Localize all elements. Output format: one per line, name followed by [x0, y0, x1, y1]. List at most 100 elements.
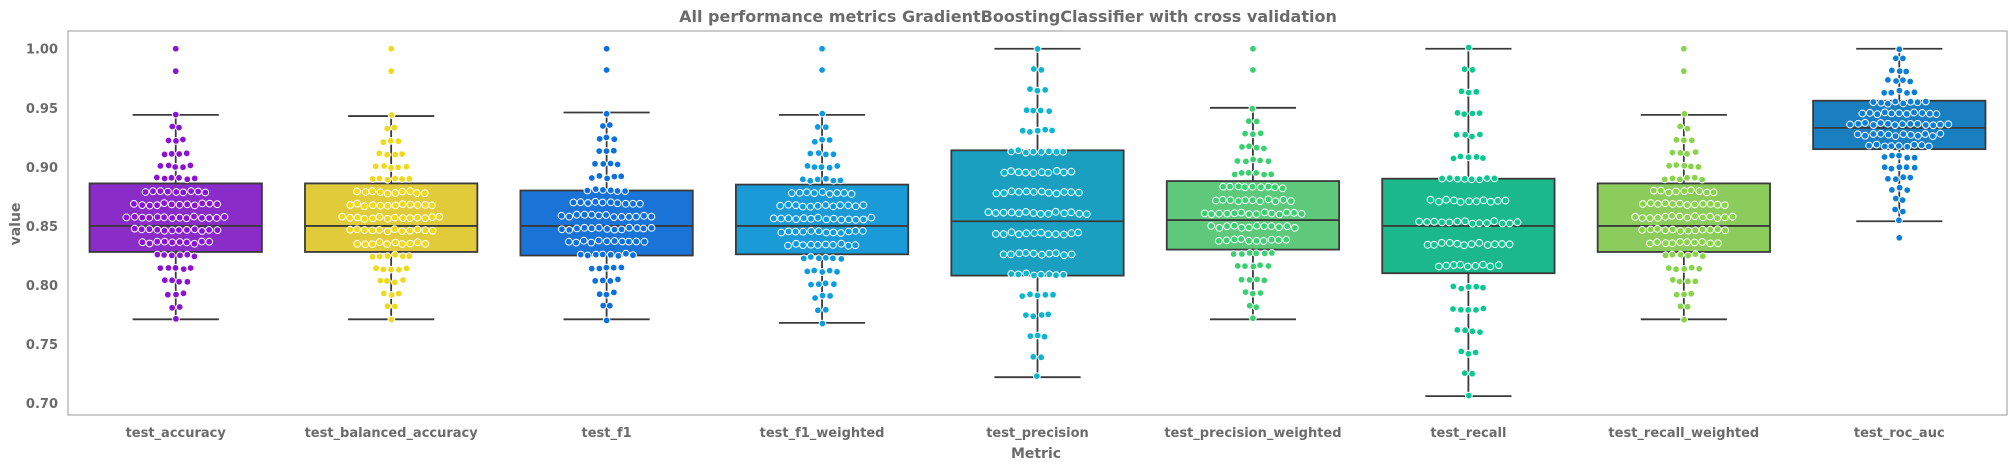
- swarm-point: [1260, 208, 1269, 217]
- swarm-point: [1060, 188, 1069, 196]
- swarm-point: [1691, 250, 1700, 259]
- swarm-point: [383, 227, 392, 236]
- swarm-point: [1248, 289, 1257, 298]
- swarm-point: [851, 202, 860, 211]
- swarm-point: [186, 264, 195, 272]
- swarm-point: [413, 213, 422, 222]
- box-group-test_precision: [950, 45, 1125, 381]
- y-tick-label: 0.95: [26, 102, 58, 117]
- swarm-point: [1464, 283, 1473, 291]
- swarm-point: [1913, 120, 1922, 128]
- swarm-point: [829, 241, 837, 249]
- swarm-point: [1461, 217, 1469, 226]
- swarm-point: [175, 238, 184, 246]
- outlier-point: [171, 44, 180, 53]
- swarm-point: [580, 223, 589, 232]
- swarm-point: [999, 250, 1008, 259]
- swarm-point: [1245, 210, 1253, 219]
- swarm-point: [1683, 124, 1692, 133]
- swarm-point: [1661, 199, 1670, 208]
- swarm-point: [1898, 196, 1907, 205]
- swarm-point: [1026, 332, 1035, 341]
- swarm-point: [818, 188, 827, 196]
- swarm-point: [815, 254, 823, 263]
- swarm-point: [1252, 143, 1261, 152]
- swarm-point: [1468, 65, 1477, 74]
- swarm-point: [606, 250, 615, 259]
- swarm-point: [1238, 250, 1246, 258]
- swarm-point: [1423, 240, 1432, 249]
- swarm-point: [814, 227, 823, 236]
- swarm-point: [368, 201, 377, 210]
- swarm-point: [182, 238, 191, 247]
- swarm-point: [1846, 120, 1854, 129]
- swarm-point: [383, 150, 392, 159]
- swarm-point: [190, 239, 199, 248]
- swarm-point: [1457, 305, 1465, 314]
- swarm-point: [1415, 217, 1423, 226]
- swarm-point: [1445, 218, 1454, 227]
- swarm-point: [591, 197, 600, 206]
- swarm-point: [1022, 229, 1031, 238]
- swarm-point: [1468, 369, 1477, 378]
- swarm-point: [1449, 261, 1458, 269]
- swarm-point: [1033, 86, 1042, 95]
- swarm-point: [813, 241, 822, 249]
- swarm-point: [1899, 76, 1907, 84]
- swarm-point: [859, 215, 868, 224]
- swarm-point: [1887, 109, 1896, 118]
- swarm-point: [1242, 157, 1250, 166]
- plot-area: [88, 43, 1987, 400]
- swarm-point: [1249, 155, 1257, 164]
- swarm-point: [399, 214, 407, 223]
- y-tick-label: 0.80: [26, 279, 58, 294]
- swarm-point: [1683, 302, 1692, 311]
- swarm-point: [1223, 209, 1231, 218]
- swarm-point: [390, 225, 399, 234]
- swarm-point: [1234, 182, 1243, 191]
- swarm-point: [1668, 200, 1677, 208]
- swarm-point: [1728, 212, 1737, 221]
- swarm-point: [1445, 239, 1454, 247]
- swarm-point: [636, 199, 644, 208]
- swarm-point: [406, 200, 415, 209]
- outlier-point: [602, 44, 611, 53]
- swarm-point: [840, 189, 848, 197]
- swarm-point: [391, 189, 400, 197]
- swarm-point: [613, 160, 622, 169]
- swarm-point: [1664, 188, 1673, 197]
- box: [734, 183, 910, 256]
- swarm-point: [1461, 326, 1469, 335]
- swarm-point: [1464, 349, 1473, 358]
- swarm-point: [806, 176, 815, 185]
- swarm-point: [557, 211, 566, 220]
- swarm-point: [1899, 54, 1907, 63]
- swarm-point: [792, 239, 800, 248]
- swarm-point: [1442, 195, 1451, 204]
- swarm-point: [1887, 142, 1896, 151]
- y-tick-label: 0.85: [26, 220, 58, 235]
- swarm-point: [168, 276, 177, 285]
- box-group-test_precision_weighted: [1165, 44, 1341, 323]
- swarm-point: [807, 214, 815, 223]
- x-axis: test_accuracy test_balanced_accuracy test_…: [126, 426, 1945, 441]
- swarm-point: [1252, 210, 1261, 219]
- box-group-test_balanced_accuracy: [304, 44, 479, 324]
- swarm-point: [1498, 240, 1506, 248]
- swarm-point: [383, 240, 392, 249]
- swarm-point: [1044, 230, 1053, 239]
- swarm-point: [1059, 270, 1068, 279]
- swarm-point: [346, 225, 355, 234]
- swarm-point: [580, 210, 589, 219]
- swarm-point: [1675, 277, 1684, 286]
- swarm-point: [1249, 130, 1257, 139]
- swarm-point: [1895, 183, 1904, 192]
- swarm-point: [1490, 174, 1499, 183]
- swarm-point: [1676, 250, 1685, 259]
- swarm-point: [168, 226, 177, 235]
- swarm-point: [1929, 121, 1938, 130]
- swarm-point: [420, 189, 429, 198]
- swarm-point: [1037, 250, 1046, 259]
- swarm-point: [844, 201, 853, 210]
- swarm-point: [1505, 240, 1514, 249]
